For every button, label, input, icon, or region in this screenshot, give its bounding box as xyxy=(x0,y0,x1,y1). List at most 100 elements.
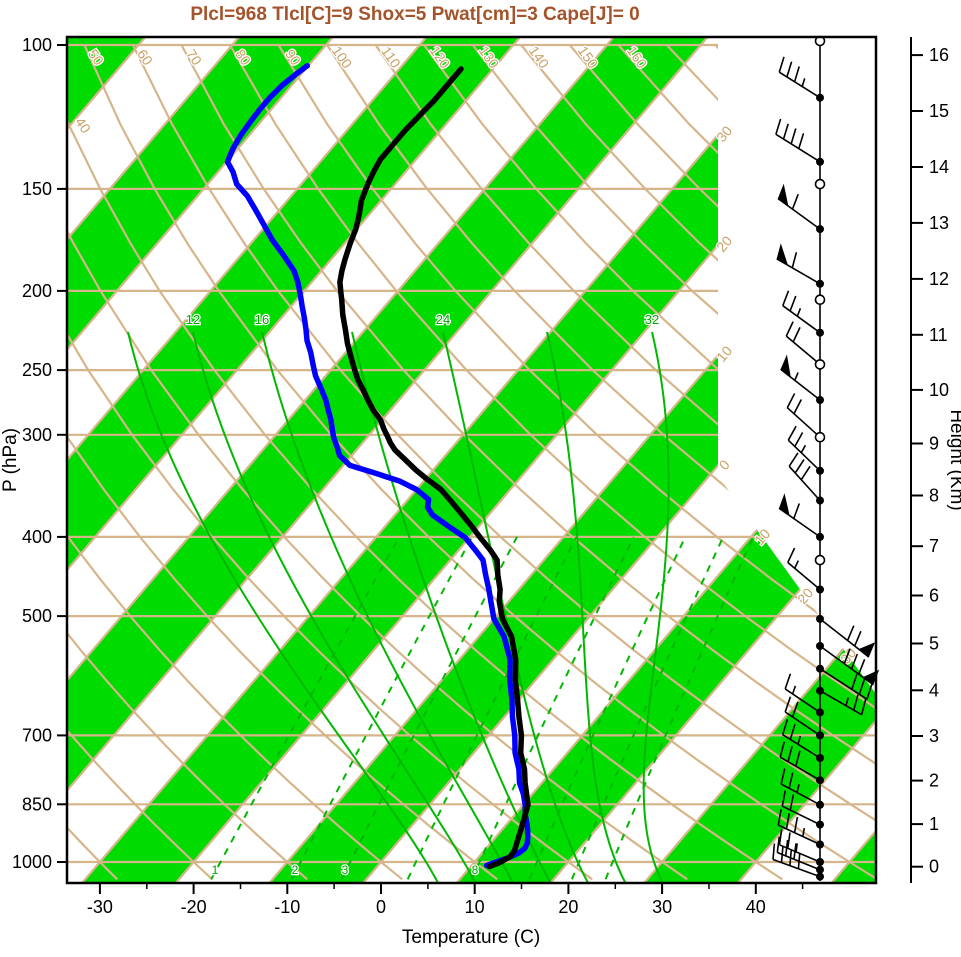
station-circle-icon xyxy=(814,431,826,443)
station-dot-icon xyxy=(816,466,824,475)
pressure-tick-label: 100 xyxy=(22,35,52,55)
station-dot-icon xyxy=(816,328,824,337)
height-tick-label: 2 xyxy=(929,771,939,791)
station-dot-icon xyxy=(816,820,824,829)
station-dot-icon xyxy=(816,708,824,717)
x-axis-title: Temperature (C) xyxy=(402,927,540,948)
wind-barb-icon xyxy=(780,783,821,806)
station-dot-icon xyxy=(816,396,824,404)
line-label: 12 xyxy=(186,312,200,327)
height-tick-label: 8 xyxy=(929,486,939,506)
height-tick-label: 1 xyxy=(929,814,939,834)
wind-barb-icon xyxy=(775,133,821,163)
height-tick-label: 13 xyxy=(929,213,949,233)
height-tick-label: 7 xyxy=(929,536,939,556)
line-label: 8 xyxy=(472,863,479,877)
station-dot-icon xyxy=(816,872,824,881)
line-label: 1 xyxy=(212,863,219,877)
height-tick-label: 9 xyxy=(929,434,939,454)
height-tick-label: 0 xyxy=(929,857,939,877)
chart-title: Plcl=968 Tlcl[C]=9 Shox=5 Pwat[cm]=3 Cap… xyxy=(190,4,639,25)
wind-barb-icon xyxy=(788,465,821,502)
station-dot-icon xyxy=(816,614,824,623)
temperature-tick-label: -30 xyxy=(87,897,113,917)
line-label: 0 xyxy=(716,457,733,473)
station-circle-icon xyxy=(814,294,826,306)
station-dot-icon xyxy=(816,865,824,874)
wind-barb-icon xyxy=(819,645,874,686)
line-label: 60 xyxy=(134,46,156,68)
height-tick-label: 15 xyxy=(929,101,949,121)
wind-barb-icon xyxy=(782,305,821,334)
station-dot-icon xyxy=(816,840,824,849)
wind-barb-icon xyxy=(819,690,862,716)
wind-barb-icon xyxy=(784,711,821,737)
height-tick-label: 12 xyxy=(929,269,949,289)
line-label: 16 xyxy=(255,312,269,327)
station-circle-icon xyxy=(814,554,826,566)
pressure-tick-label: 850 xyxy=(22,794,52,814)
temperature-tick-label: -20 xyxy=(181,897,207,917)
height-tick-label: 4 xyxy=(929,680,939,700)
temperature-tick-label: 30 xyxy=(652,897,672,917)
wind-barbs xyxy=(772,35,880,881)
temperature-tick-label: -10 xyxy=(274,897,300,917)
station-dot-icon xyxy=(816,496,824,505)
pressure-axis-title: P (hPa) xyxy=(0,428,21,492)
pressure-tick-label: 200 xyxy=(22,281,52,301)
wind-barb-icon xyxy=(786,407,821,438)
wind-barb-icon xyxy=(779,756,821,781)
moist-adiabat-lines xyxy=(127,331,670,883)
station-dot-icon xyxy=(816,731,824,740)
wind-barb-icon xyxy=(787,439,821,472)
temperature-curve xyxy=(337,66,531,870)
line-label: 70 xyxy=(183,46,205,68)
wind-barb-icon xyxy=(784,688,821,714)
station-dot-icon xyxy=(816,225,824,234)
station-dot-icon xyxy=(816,585,824,594)
station-circle-icon xyxy=(814,359,826,370)
height-tick-label: 5 xyxy=(929,634,939,654)
pressure-tick-label: 700 xyxy=(22,725,52,745)
height-tick-label: 6 xyxy=(929,586,939,606)
wind-barb-icon xyxy=(781,805,821,826)
station-dot-icon xyxy=(816,686,824,695)
station-dot-icon xyxy=(816,776,824,785)
line-label: 2 xyxy=(292,863,299,877)
wind-barb-icon xyxy=(782,734,821,759)
wind-barb-icon xyxy=(787,561,821,591)
height-tick-label: 14 xyxy=(929,157,949,177)
wind-barb-icon xyxy=(777,824,821,846)
wind-barb-icon xyxy=(778,71,821,99)
wind-barb-icon xyxy=(785,335,821,366)
line-label: 140 xyxy=(526,43,553,71)
station-dot-icon xyxy=(816,279,824,288)
line-label: 24 xyxy=(436,312,450,327)
temperature-tick-label: 0 xyxy=(376,897,386,917)
station-dot-icon xyxy=(816,754,824,762)
station-dot-icon xyxy=(816,800,824,809)
dewpoint-curve xyxy=(224,62,531,869)
height-axis-title: Height (Km) xyxy=(946,409,961,510)
temperature-tick-label: 10 xyxy=(465,897,485,917)
station-circle-icon xyxy=(814,178,826,190)
line-label: 100 xyxy=(329,43,356,71)
temperature-tick-label: 20 xyxy=(558,897,578,917)
height-tick-label: 3 xyxy=(929,726,939,746)
pressure-tick-label: 500 xyxy=(22,606,52,626)
line-label: 32 xyxy=(645,312,659,327)
pressure-tick-label: 250 xyxy=(22,360,52,380)
station-dot-icon xyxy=(816,157,824,166)
station-dot-icon xyxy=(816,532,824,541)
line-label: 3 xyxy=(342,863,349,877)
height-tick-label: 11 xyxy=(929,325,948,345)
height-tick-label: 16 xyxy=(929,45,949,65)
pressure-tick-label: 400 xyxy=(22,527,52,547)
pressure-tick-label: 150 xyxy=(22,179,52,199)
height-tick-label: 10 xyxy=(929,380,949,400)
station-dot-icon xyxy=(816,858,824,866)
